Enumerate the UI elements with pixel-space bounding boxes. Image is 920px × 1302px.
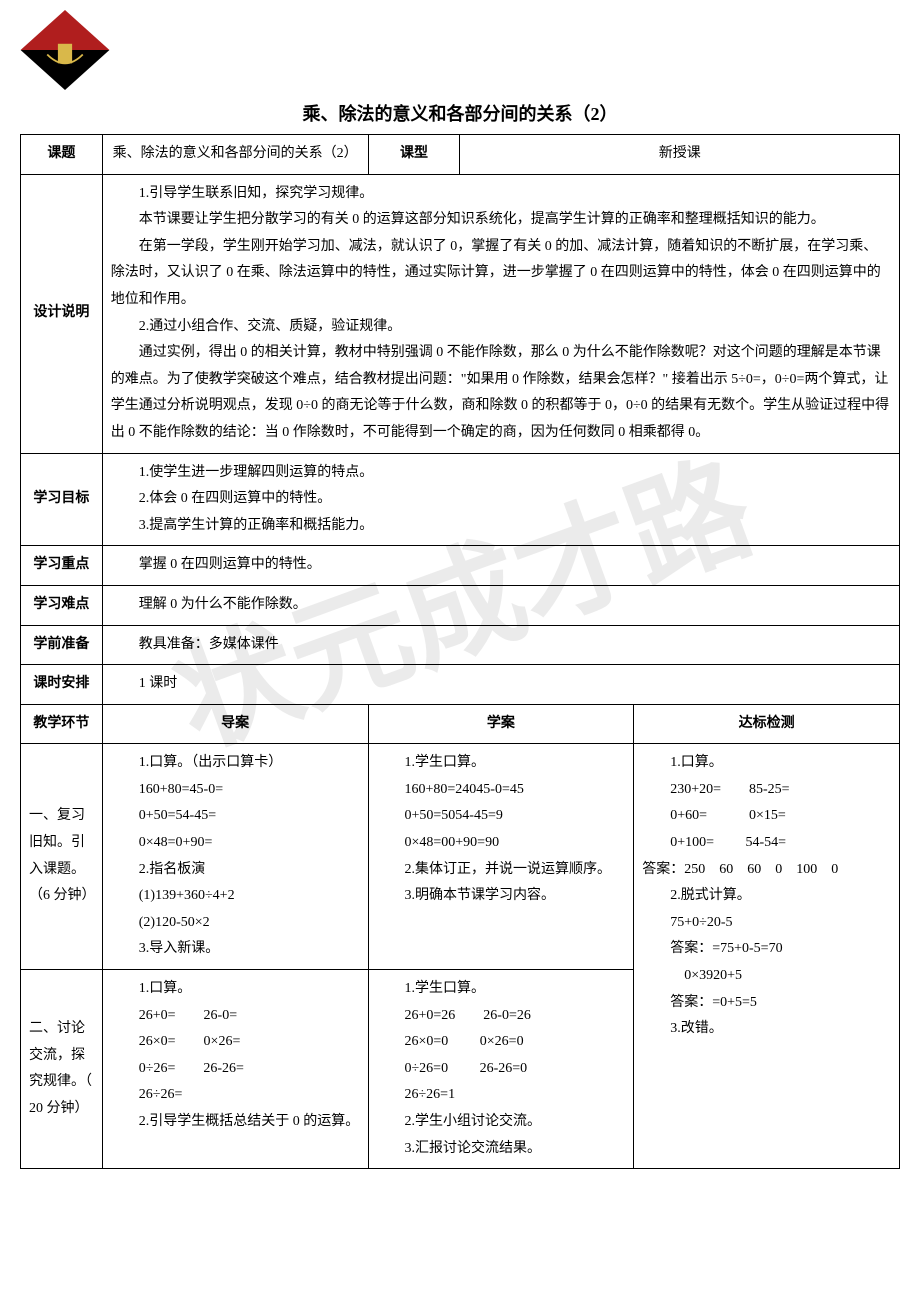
topic-label: 课题 [21,135,103,175]
stage1-check: 1.口算。 230+20= 85-25= 0+60= 0×15= 0+100= … [634,744,900,1169]
goal-t2: 2.体会 0 在四则运算中的特性。 [111,486,891,513]
lesson-plan-table: 课题 乘、除法的意义和各部分间的关系（2） 课型 新授课 设计说明 1.引导学生… [20,134,900,1169]
type-text: 新授课 [460,135,900,175]
header-guide: 导案 [102,704,368,744]
goal-t3: 3.提高学生计算的正确率和概括能力。 [111,513,891,540]
goal-content: 1.使学生进一步理解四则运算的特点。 2.体会 0 在四则运算中的特性。 3.提… [102,453,899,546]
difficulty-text: 理解 0 为什么不能作除数。 [102,585,899,625]
stage1-label: 一、复习旧知。引入课题。（6 分钟） [21,744,103,970]
page-logo [20,10,110,90]
design-p1: 1.引导学生联系旧知，探究学习规律。 [111,181,891,208]
goal-t1: 1.使学生进一步理解四则运算的特点。 [111,460,891,487]
keypoint-label: 学习重点 [21,546,103,586]
header-learn: 学案 [368,704,634,744]
design-p2: 本节课要让学生把分散学习的有关 0 的运算这部分知识系统化，提高学生计算的正确率… [111,207,891,234]
stage2-learn: 1.学生口算。 26+0=26 26-0=26 26×0=0 0×26=0 0÷… [368,970,634,1169]
topic-text: 乘、除法的意义和各部分间的关系（2） [102,135,368,175]
schedule-text: 1 课时 [102,665,899,705]
stage2-guide: 1.口算。 26+0= 26-0= 26×0= 0×26= 0÷26= 26-2… [102,970,368,1169]
table-row: 课题 乘、除法的意义和各部分间的关系（2） 课型 新授课 [21,135,900,175]
table-row: 课时安排 1 课时 [21,665,900,705]
prep-text: 教具准备：多媒体课件 [102,625,899,665]
table-row: 设计说明 1.引导学生联系旧知，探究学习规律。 本节课要让学生把分散学习的有关 … [21,174,900,453]
document-title: 乘、除法的意义和各部分间的关系（2） [20,100,900,126]
design-p4: 2.通过小组合作、交流、质疑，验证规律。 [111,314,891,341]
table-row: 一、复习旧知。引入课题。（6 分钟） 1.口算。（出示口算卡） 160+80=4… [21,744,900,970]
table-row: 学习重点 掌握 0 在四则运算中的特性。 [21,546,900,586]
header-label: 教学环节 [21,704,103,744]
design-content: 1.引导学生联系旧知，探究学习规律。 本节课要让学生把分散学习的有关 0 的运算… [102,174,899,453]
header-check: 达标检测 [634,704,900,744]
table-row: 学习难点 理解 0 为什么不能作除数。 [21,585,900,625]
design-p3: 在第一学段，学生刚开始学习加、减法，就认识了 0，掌握了有关 0 的加、减法计算… [111,234,891,314]
difficulty-label: 学习难点 [21,585,103,625]
stage1-guide: 1.口算。（出示口算卡） 160+80=45-0= 0+50=54-45= 0×… [102,744,368,970]
stage1-learn: 1.学生口算。 160+80=24045-0=45 0+50=5054-45=9… [368,744,634,970]
prep-label: 学前准备 [21,625,103,665]
table-row: 学前准备 教具准备：多媒体课件 [21,625,900,665]
goal-label: 学习目标 [21,453,103,546]
design-p5: 通过实例，得出 0 的相关计算，教材中特别强调 0 不能作除数，那么 0 为什么… [111,340,891,446]
stage2-label: 二、讨论交流，探究规律。（ 20 分钟） [21,970,103,1169]
design-label: 设计说明 [21,174,103,453]
keypoint-text: 掌握 0 在四则运算中的特性。 [102,546,899,586]
table-row: 教学环节 导案 学案 达标检测 [21,704,900,744]
table-row: 学习目标 1.使学生进一步理解四则运算的特点。 2.体会 0 在四则运算中的特性… [21,453,900,546]
schedule-label: 课时安排 [21,665,103,705]
type-label: 课型 [368,135,460,175]
